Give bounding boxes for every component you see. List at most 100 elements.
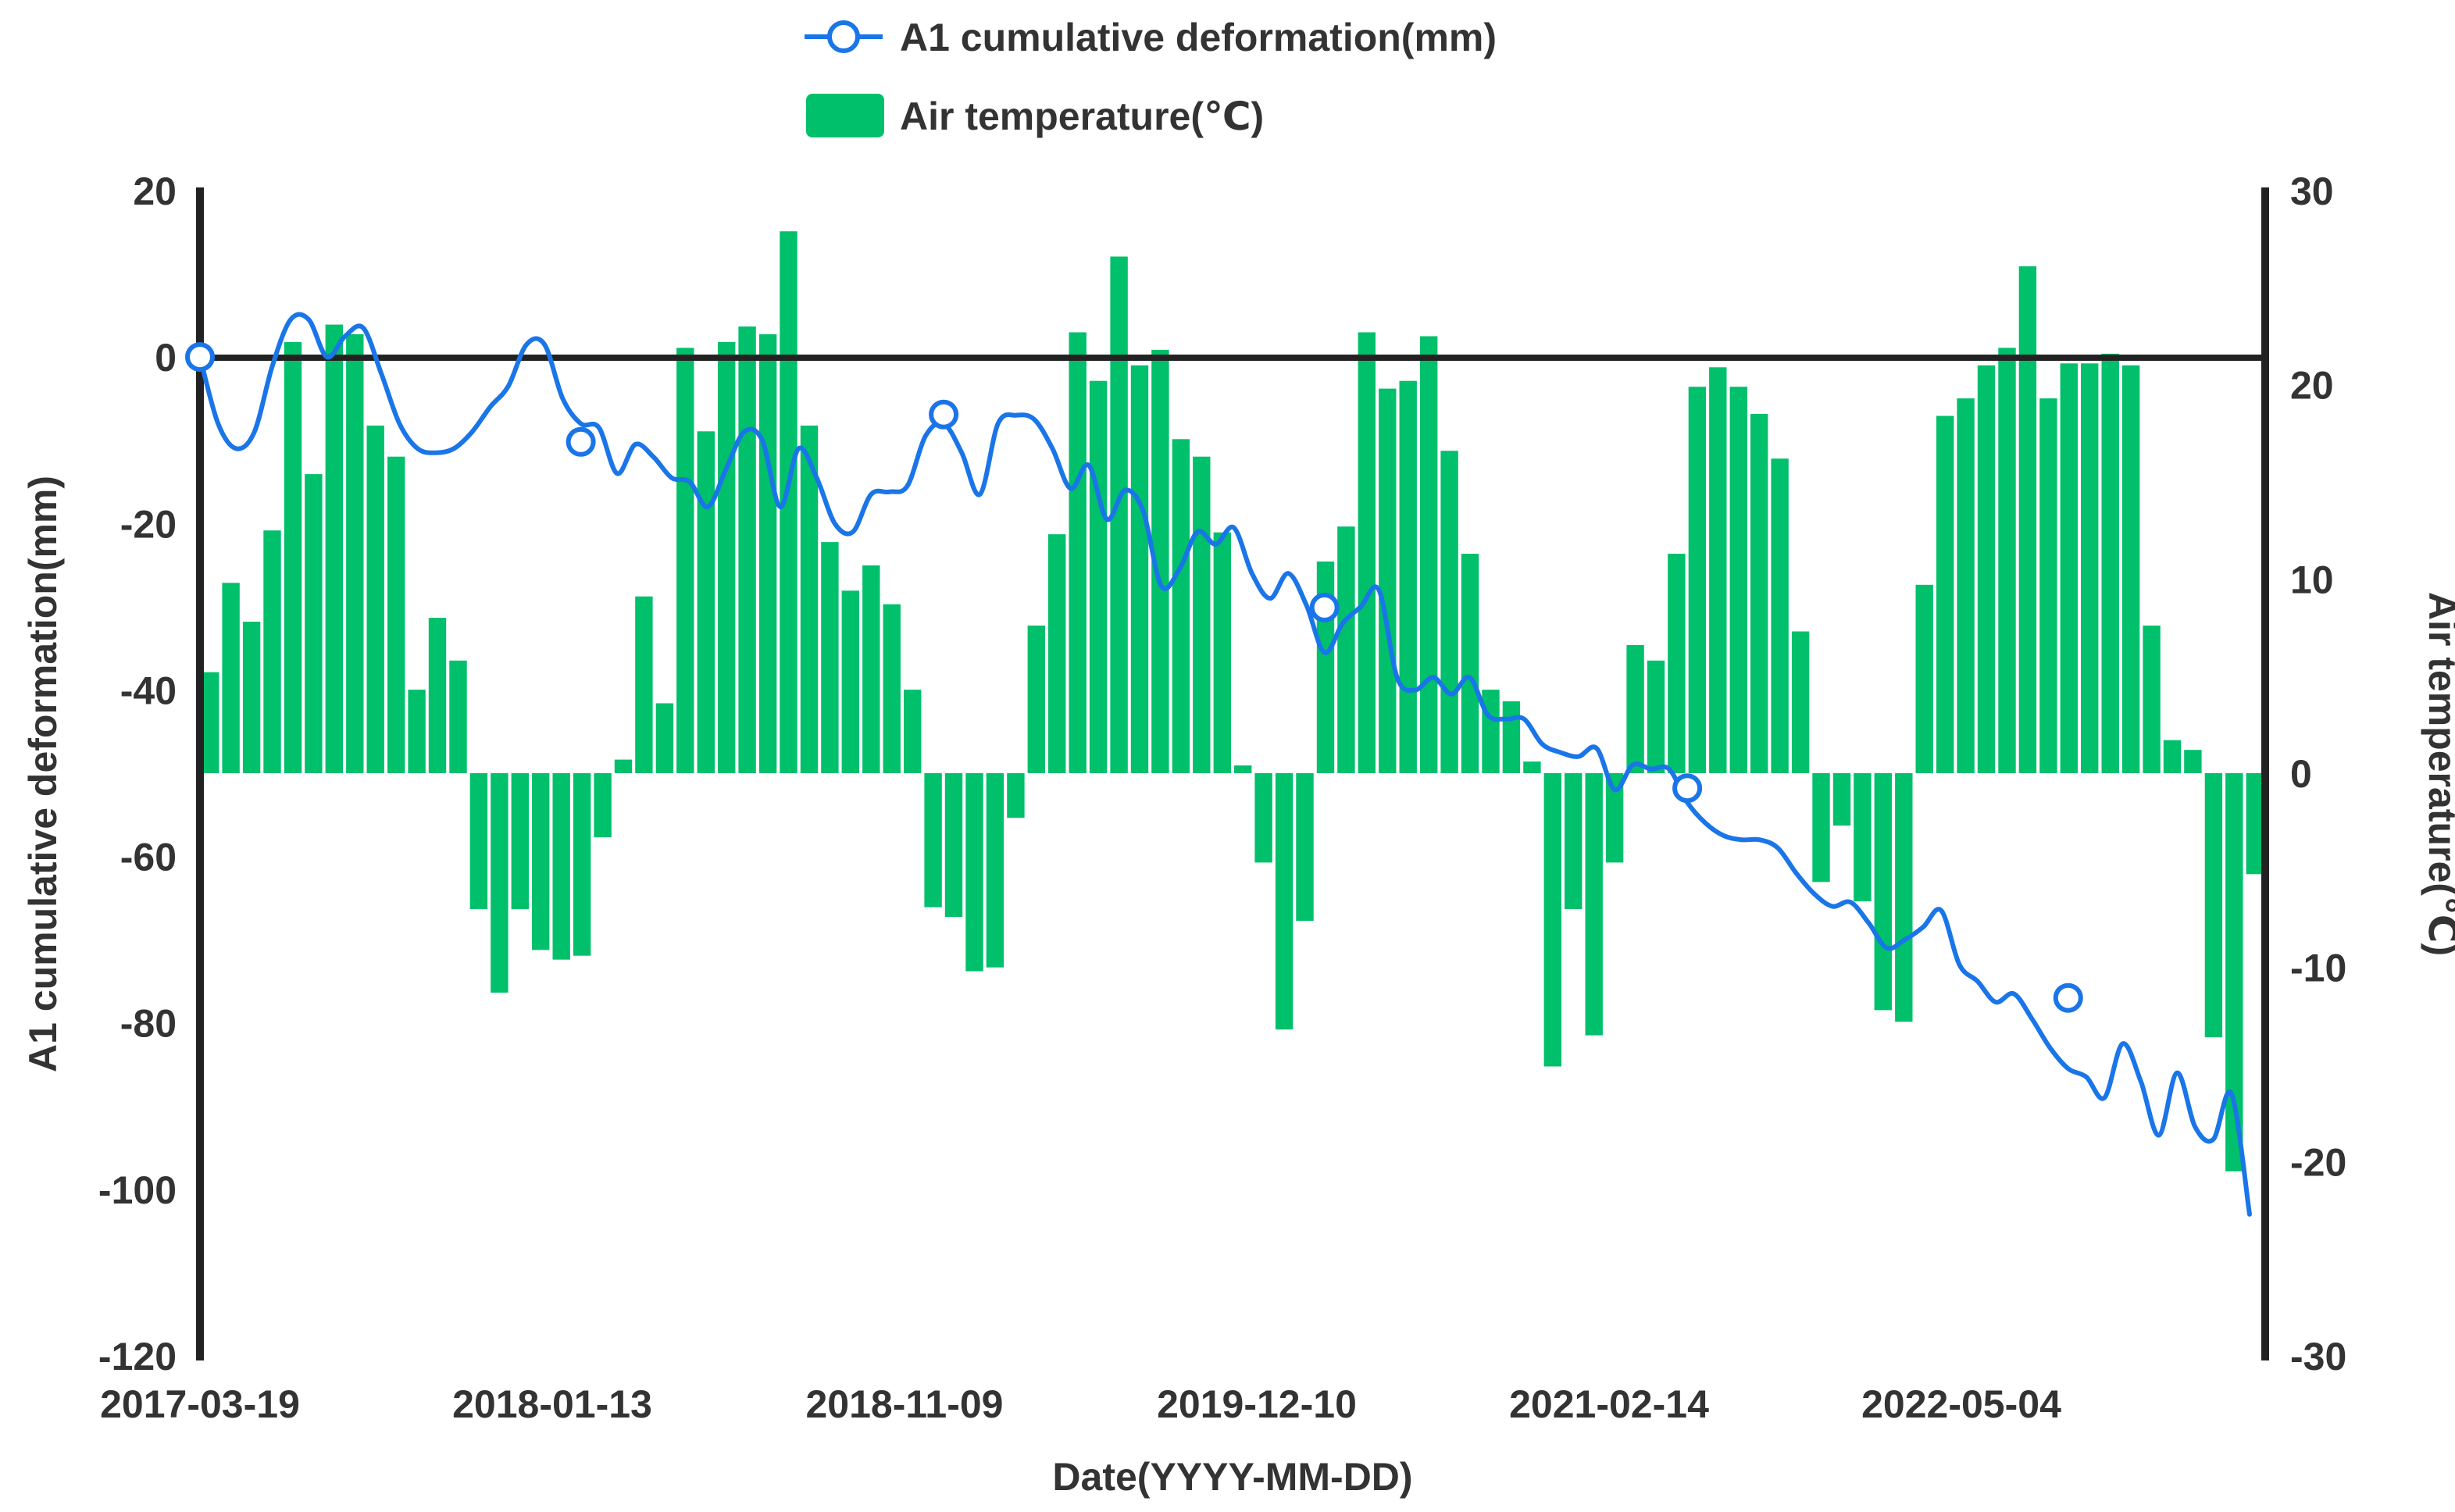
deformation-marker (185, 342, 215, 373)
temperature-bar (1668, 554, 1686, 773)
temperature-bar (449, 660, 467, 773)
legend-bar-label: Air temperature(℃) (900, 94, 1264, 138)
x-tick-label: 2022-05-04 (1861, 1382, 2061, 1426)
x-tick-label: 2017-03-19 (100, 1382, 300, 1426)
temperature-bar (1998, 348, 2016, 773)
deformation-marker (929, 399, 959, 430)
temperature-bar (1172, 439, 1190, 773)
temperature-bar (552, 773, 570, 960)
temperature-bar (1027, 626, 1045, 773)
temperature-bar (469, 773, 488, 910)
temperature-bar (883, 604, 901, 773)
right-tick-label: -10 (2290, 947, 2346, 990)
temperature-bar (904, 690, 922, 773)
deformation-markers (185, 342, 2083, 1013)
temperature-bar (1110, 256, 1128, 773)
right-axis-title: Air temperature(℃) (2421, 592, 2455, 956)
temperature-bar (1874, 773, 1892, 1011)
temperature-bar (1523, 761, 1541, 773)
temperature-bar (1854, 773, 1872, 902)
temperature-bar (986, 773, 1004, 968)
temperature-bar (325, 324, 343, 774)
temperature-bar (511, 773, 529, 910)
temperature-bar (718, 342, 736, 773)
temperature-bar (2204, 773, 2223, 1038)
temperature-bar (1151, 349, 1169, 773)
temperature-bar (594, 773, 612, 838)
left-axis-ticks: 20 0 -20 -40 -60 -80 -100 -120 (98, 169, 177, 1378)
temperature-bar (202, 672, 219, 773)
temperature-bar (758, 334, 777, 773)
temperature-bar (573, 773, 591, 956)
left-tick-label: -120 (98, 1335, 177, 1378)
temperature-bar (2143, 626, 2161, 773)
temperature-bar (305, 474, 323, 773)
temperature-bar (1957, 398, 1975, 773)
temperature-bar (408, 690, 426, 773)
left-tick-label: -40 (120, 669, 177, 712)
temperature-bar (1254, 773, 1272, 863)
temperature-bar (1048, 534, 1066, 773)
left-tick-label: 20 (133, 169, 177, 213)
temperature-bar (1007, 773, 1025, 818)
right-tick-label: 10 (2290, 558, 2334, 601)
temperature-bar (800, 425, 819, 773)
temperature-bar (1379, 388, 1397, 773)
temperature-bar (1832, 773, 1851, 826)
temperature-bar (2246, 773, 2264, 875)
left-tick-label: -20 (120, 502, 177, 546)
temperature-bar (676, 348, 694, 773)
temperature-bar (2060, 363, 2078, 773)
temperature-bar (242, 622, 261, 773)
temperature-bar (635, 596, 653, 773)
temperature-bar (841, 590, 859, 773)
temperature-bars (202, 231, 2264, 1171)
temperature-bar (1089, 380, 1108, 773)
temperature-bar (1585, 773, 1603, 1036)
right-tick-label: 0 (2290, 752, 2312, 796)
right-tick-label: 20 (2290, 364, 2334, 408)
temperature-bar (1605, 773, 1624, 863)
temperature-bar (2184, 750, 2202, 773)
temperature-bar (284, 342, 302, 773)
temperature-bar (346, 334, 364, 773)
x-tick-label: 2021-02-14 (1509, 1382, 1709, 1426)
legend-line-label: A1 cumulative deformation(mm) (900, 16, 1497, 59)
temperature-bar (924, 773, 942, 908)
temperature-bar (862, 565, 880, 773)
left-axis-title: A1 cumulative deformation(mm) (21, 476, 65, 1072)
temperature-bar (1213, 532, 1231, 773)
temperature-bar (614, 759, 633, 773)
temperature-bar (1337, 526, 1355, 773)
temperature-bar (2039, 398, 2057, 773)
legend-line-swatch (805, 20, 883, 53)
temperature-bar (532, 773, 550, 950)
temperature-bar (222, 583, 240, 773)
temperature-bar (2018, 266, 2037, 773)
temperature-bar (965, 773, 983, 972)
temperature-bar (1461, 554, 1479, 773)
deformation-marker (1309, 592, 1340, 622)
temperature-bar (1543, 773, 1561, 1067)
temperature-bar (1626, 644, 1644, 773)
temperature-bar (1688, 387, 1707, 773)
temperature-bar (738, 326, 756, 774)
temperature-bar (944, 773, 963, 917)
temperature-bar (780, 231, 798, 773)
right-tick-label: -20 (2290, 1140, 2346, 1184)
deformation-marker (2053, 982, 2083, 1013)
temperature-bar (1812, 773, 1830, 883)
right-axis-ticks: 30 20 10 0 -10 -20 -30 (2290, 169, 2346, 1378)
temperature-bar (263, 530, 281, 773)
x-axis-ticks: 2017-03-19 2018-01-13 2018-11-09 2019-12-10… (100, 1382, 2061, 1426)
temperature-bar (1482, 690, 1500, 773)
temperature-bar (2121, 365, 2140, 773)
temperature-bar (1977, 365, 1996, 773)
right-tick-label: -30 (2290, 1335, 2346, 1378)
x-tick-label: 2018-01-13 (452, 1382, 652, 1426)
x-axis-title: Date(YYYY-MM-DD) (1052, 1455, 1412, 1499)
temperature-bar (491, 773, 508, 993)
temperature-bar (1130, 365, 1149, 773)
temperature-bar (366, 425, 384, 773)
